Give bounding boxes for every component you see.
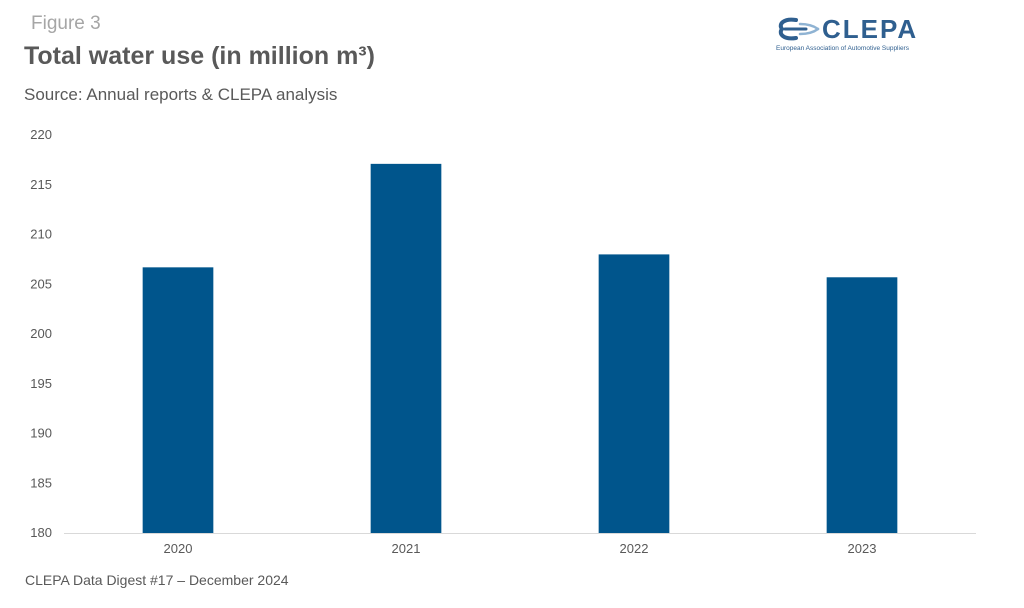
chart-title: Total water use (in million m³) bbox=[24, 42, 375, 70]
clepa-logo: CLEPA European Association of Automotive… bbox=[776, 14, 926, 56]
x-tick-label: 2022 bbox=[620, 541, 649, 556]
logo-tagline: European Association of Automotive Suppl… bbox=[776, 45, 909, 52]
y-tick-label: 215 bbox=[30, 177, 52, 192]
y-axis-ticks: 180 185 190 195 200 205 210 215 220 bbox=[30, 127, 52, 540]
y-tick-label: 200 bbox=[30, 326, 52, 341]
y-tick-label: 220 bbox=[30, 127, 52, 142]
y-tick-label: 195 bbox=[30, 376, 52, 391]
x-tick-label: 2021 bbox=[392, 541, 421, 556]
y-tick-label: 185 bbox=[30, 475, 52, 490]
bar-2021 bbox=[370, 163, 442, 534]
bars bbox=[142, 163, 898, 534]
chart-source: Source: Annual reports & CLEPA analysis bbox=[24, 85, 338, 104]
x-axis-ticks: 2020 2021 2022 2023 bbox=[164, 541, 877, 556]
bar-2020 bbox=[142, 267, 214, 533]
x-tick-label: 2020 bbox=[164, 541, 193, 556]
y-tick-label: 180 bbox=[30, 525, 52, 540]
bar-2023 bbox=[826, 277, 898, 533]
y-tick-label: 210 bbox=[30, 227, 52, 242]
y-tick-label: 205 bbox=[30, 276, 52, 291]
x-tick-label: 2023 bbox=[848, 541, 877, 556]
clepa-logo-mark-icon bbox=[778, 17, 820, 41]
figure-label: Figure 3 bbox=[31, 13, 101, 34]
footer-note: CLEPA Data Digest #17 – December 2024 bbox=[25, 572, 289, 588]
logo-wordmark: CLEPA bbox=[822, 14, 919, 44]
y-tick-label: 190 bbox=[30, 426, 52, 441]
bar-2022 bbox=[598, 254, 670, 533]
